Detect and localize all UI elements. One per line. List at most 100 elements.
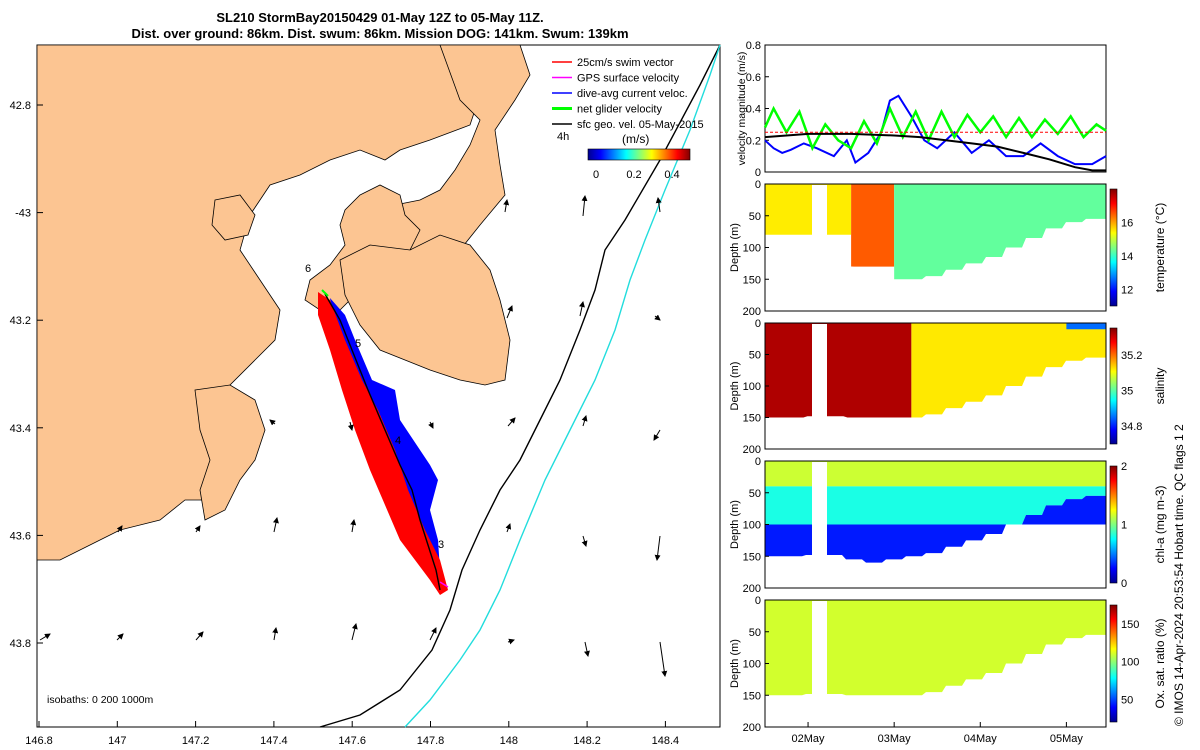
section-ylabel: Depth (m) — [729, 500, 741, 549]
colorbar-tick: 16 — [1121, 217, 1133, 229]
geostrophic-arrows — [39, 195, 668, 677]
isobath-200m — [319, 44, 721, 728]
velocity-series-2 — [764, 132, 1106, 172]
day-label-3: 3 — [438, 539, 444, 551]
colorbar-tick: 0 — [1121, 578, 1127, 590]
chart-title-line2: Dist. over ground: 86km. Dist. swum: 86k… — [131, 26, 629, 41]
colorbar-label: temperature (°C) — [1153, 203, 1167, 293]
section-ytick: 150 — [743, 690, 761, 702]
legend-label-1: GPS surface velocity — [577, 73, 680, 85]
colorbar-tick: 100 — [1121, 657, 1139, 669]
colorbar-tick: 1 — [1121, 520, 1127, 532]
section-region-2 — [1066, 323, 1106, 330]
section-panel-1: 0 50 100 150 200 Depth (m) 12 14 16 temperature (… — [729, 179, 1167, 318]
section-region-2 — [894, 184, 1106, 280]
section-ytick: 0 — [755, 318, 761, 330]
section-region-1 — [765, 486, 1106, 525]
speed-colorbar-tick-0: 0 — [593, 169, 599, 181]
section-region-2 — [765, 495, 1106, 563]
day-label-5: 5 — [355, 338, 361, 350]
time-tick-label: 02May — [792, 733, 826, 745]
lon-tick-label: 147.4 — [260, 735, 288, 747]
section-ytick: 0 — [755, 456, 761, 468]
section-region-0 — [765, 323, 912, 418]
speed-colorbar-tick-04: 0.4 — [664, 169, 679, 181]
velocity-series-0 — [764, 94, 1107, 166]
section-ylabel: Depth (m) — [729, 223, 741, 272]
velocity-ytick: 0.6 — [746, 72, 761, 84]
section-ytick: 200 — [743, 306, 761, 318]
day-label-4: 4 — [395, 435, 401, 447]
velocity-ytick: 0.8 — [746, 40, 761, 52]
map-panel: 6 5 4 3 — [10, 44, 721, 747]
section-panel-2: 0 50 100 150 200 Depth (m) 34.8 35 35.2 salinity — [729, 318, 1167, 456]
section-region-1 — [851, 184, 895, 267]
colorbar-label: salinity — [1153, 368, 1167, 405]
time-axis: 02May 03May 04May 05May — [792, 722, 1084, 745]
section-ylabel: Depth (m) — [729, 639, 741, 688]
legend-label-0: 25cm/s swim vector — [577, 57, 674, 69]
legend-label-4: sfc geo. vel. 05-May-2015 — [577, 119, 704, 131]
section-ylabel: Depth (m) — [729, 362, 741, 411]
section-data-gap — [812, 185, 827, 310]
section-colorbar — [1109, 327, 1118, 445]
colorbar-tick: 35.2 — [1121, 350, 1142, 362]
section-ytick: 50 — [749, 488, 761, 500]
section-ytick: 0 — [755, 595, 761, 607]
colorbar-4h-label: 4h — [557, 131, 569, 143]
colorbar-tick: 2 — [1121, 461, 1127, 473]
section-ytick: 50 — [749, 211, 761, 223]
colorbar-tick: 14 — [1121, 251, 1133, 263]
swim-vector-swath — [318, 292, 448, 595]
colorbar-label: Ox. sat. ratio (%) — [1153, 618, 1167, 708]
velocity-ytick: 0 — [755, 167, 761, 179]
lat-tick-label: 43.8 — [10, 638, 31, 650]
colorbar-tick: 12 — [1121, 284, 1133, 296]
glider-track — [324, 293, 441, 591]
section-ytick: 100 — [743, 381, 761, 393]
section-ytick: 100 — [743, 659, 761, 671]
colorbar-tick: 35 — [1121, 385, 1133, 397]
colorbar-tick: 34.8 — [1121, 421, 1142, 433]
legend-label-2: dive-avg current veloc. — [577, 88, 688, 100]
lon-tick-label: 147.6 — [338, 735, 366, 747]
velocity-ytick: 0.4 — [746, 104, 761, 116]
section-colorbar — [1109, 465, 1118, 584]
map-lon-ticks: 146.8 147 147.2 147.4 147.6 147.8 148 148.2 148.… — [25, 721, 679, 747]
section-colorbar — [1109, 604, 1118, 723]
velocity-ytick: 0.2 — [746, 135, 761, 147]
time-tick-label: 05May — [1050, 733, 1084, 745]
section-data-gap — [812, 324, 827, 448]
speed-colorbar-tick-02: 0.2 — [626, 169, 641, 181]
section-ytick: 200 — [743, 722, 761, 734]
lon-tick-label: 148.2 — [573, 735, 601, 747]
lat-tick-label: 43.2 — [10, 315, 31, 327]
lon-tick-label: 147.2 — [182, 735, 210, 747]
section-region-0 — [765, 184, 852, 235]
section-ytick: 100 — [743, 243, 761, 255]
lon-tick-label: 146.8 — [25, 735, 53, 747]
section-ytick: 150 — [743, 551, 761, 563]
section-ytick: 200 — [743, 444, 761, 456]
section-panel-3: 0 50 100 150 200 Depth (m) 0 1 2 chl-a (mg m-3) — [729, 456, 1167, 595]
lon-tick-label: 147 — [108, 735, 126, 747]
colorbar-tick: 50 — [1121, 694, 1133, 706]
speed-colorbar — [587, 148, 691, 161]
legend-label-3: net glider velocity — [577, 104, 662, 116]
velocity-series-1 — [763, 105, 1107, 152]
section-data-gap — [812, 462, 827, 587]
section-ytick: 0 — [755, 179, 761, 191]
section-region-0 — [765, 600, 1106, 696]
chart-title-line1: SL210 StormBay20150429 01-May 12Z to 05-… — [216, 10, 544, 25]
land-west — [37, 45, 481, 561]
time-tick-label: 03May — [878, 733, 912, 745]
map-lat-ticks: 42.8 -43 43.2 43.4 43.6 43.8 — [10, 100, 43, 650]
lat-tick-label: 43.6 — [10, 530, 31, 542]
side-credit: © IMOS 14-Apr-2024 20:53:54 Hobart time.… — [1172, 424, 1186, 726]
land-south-west — [194, 384, 266, 521]
lat-tick-label: 43.4 — [10, 423, 31, 435]
net-glider-velocity-mark — [321, 289, 329, 297]
section-ytick: 50 — [749, 350, 761, 362]
